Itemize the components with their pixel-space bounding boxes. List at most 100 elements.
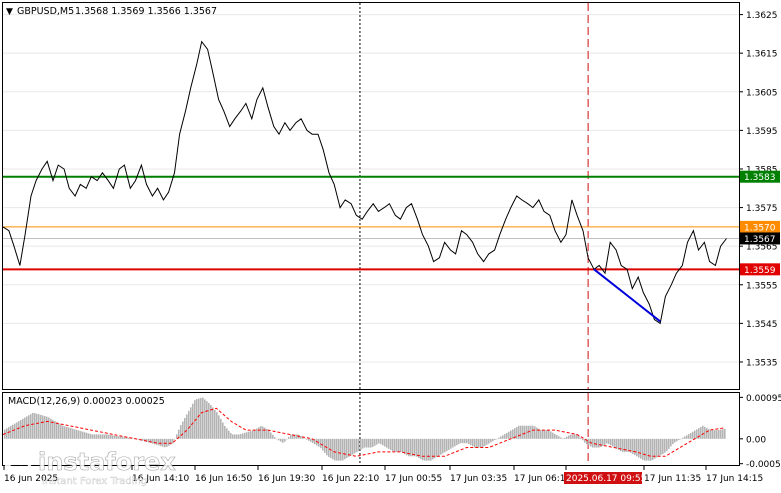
macd-bar (290, 434, 292, 439)
macd-bar (220, 418, 222, 439)
macd-bar (344, 438, 346, 460)
macd-bar (170, 438, 172, 445)
macd-bar (516, 427, 518, 439)
macd-bar (368, 438, 370, 448)
macd-bar (356, 438, 358, 453)
macd-bar (456, 438, 458, 446)
macd-bar (132, 438, 134, 439)
macd-bar (666, 438, 668, 452)
macd-bar (112, 435, 114, 439)
macd-bar (298, 434, 300, 439)
macd-bar (186, 414, 188, 439)
macd-bar (202, 397, 204, 439)
macd-bar (72, 428, 74, 439)
macd-bar (496, 438, 498, 440)
macd-bar (454, 438, 456, 447)
chart-grid (3, 14, 739, 363)
macd-bar (608, 438, 610, 445)
macd-bar (520, 425, 522, 439)
macd-bar (120, 436, 122, 439)
macd-bar (232, 434, 234, 439)
macd-bar (652, 438, 654, 460)
time-label: 16 Jun 19:30 (258, 474, 315, 484)
macd-bar (400, 438, 402, 452)
macd-bar (64, 426, 66, 439)
macd-bar (480, 438, 482, 448)
macd-bar (226, 428, 228, 439)
red-level-label: 1.3559 (744, 266, 776, 276)
instaforex-logo-icon (4, 448, 32, 476)
macd-bar (534, 426, 536, 439)
time-label: 17 Jun 00:55 (385, 474, 442, 484)
macd-bar (440, 438, 442, 455)
macd-bar (656, 438, 658, 458)
macd-bar (618, 438, 620, 450)
orange-level-label: 1.3570 (744, 223, 776, 233)
macd-bar (558, 436, 560, 439)
macd-bar (274, 437, 276, 439)
macd-bar (376, 438, 378, 445)
instaforex-watermark: instaforex Instant Forex Trading (4, 448, 177, 487)
macd-bar (86, 432, 88, 439)
macd-bar (372, 438, 374, 447)
macd-bar (650, 438, 652, 461)
trend-line[interactable] (593, 268, 661, 323)
macd-bar (572, 434, 574, 439)
macd-bar (60, 424, 62, 439)
macd-bar (172, 438, 174, 444)
macd-bar (446, 438, 448, 452)
macd-bar (56, 422, 58, 439)
macd-bar (256, 428, 258, 439)
macd-bar (566, 436, 568, 439)
macd-bar (466, 438, 468, 444)
macd-bar (248, 431, 250, 439)
macd-bar (492, 438, 494, 442)
macd-bar (648, 438, 650, 461)
macd-bar (444, 438, 446, 453)
macd-bar (532, 425, 534, 439)
macd-bar (350, 438, 352, 456)
macd-bar (324, 438, 326, 453)
macd-bar (408, 438, 410, 457)
macd-bar (684, 436, 686, 439)
macd-bar (76, 429, 78, 439)
macd-bar (588, 438, 590, 446)
macd-bar (458, 438, 460, 444)
macd-bar (700, 427, 702, 439)
symbol-dropdown-icon[interactable]: ▼ (6, 7, 13, 17)
macd-bar (506, 432, 508, 439)
macd-bar (152, 438, 154, 444)
macd-bar (28, 415, 30, 439)
macd-bar (398, 438, 400, 452)
price-tick-label: 1.3605 (746, 88, 778, 98)
macd-bar (82, 431, 84, 439)
macd-bar (522, 425, 524, 439)
macd-bar (14, 423, 16, 439)
price-line (2, 40, 727, 325)
macd-bar (260, 426, 262, 439)
macd-bar (696, 429, 698, 439)
macd-tick-label: 0.00 (746, 435, 766, 445)
macd-bar (410, 438, 412, 457)
price-tick-label: 1.3625 (746, 11, 778, 21)
macd-bar (380, 438, 382, 445)
macd-bar (682, 437, 684, 439)
price-tick-label: 1.3585 (746, 165, 778, 175)
macd-bar (476, 438, 478, 448)
macd-bar (258, 427, 260, 439)
macd-bar (714, 430, 716, 439)
macd-bar (482, 438, 484, 448)
macd-bar (634, 438, 636, 456)
macd-bar (126, 437, 128, 439)
macd-bar (168, 438, 170, 446)
macd-bar (106, 434, 108, 439)
current-price-label-box (740, 232, 780, 245)
macd-bar (530, 425, 532, 439)
macd-bar (180, 425, 182, 439)
macd-bar (32, 412, 34, 439)
macd-bar (612, 438, 614, 447)
macd-bar (182, 421, 184, 439)
macd-bar (510, 430, 512, 439)
